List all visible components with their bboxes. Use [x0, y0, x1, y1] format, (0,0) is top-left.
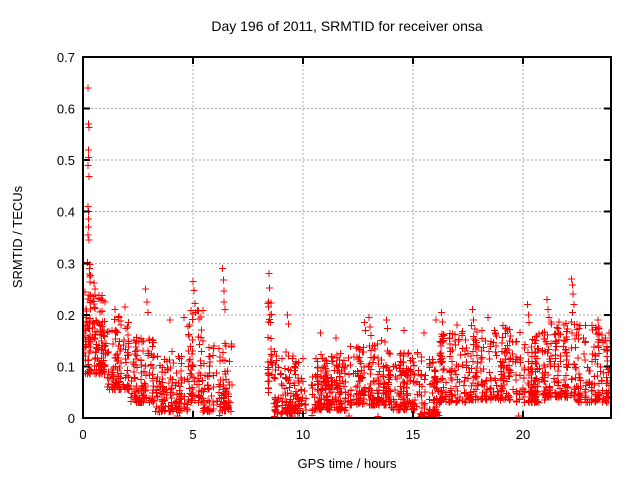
- y-tick-label: 0.4: [57, 205, 75, 220]
- y-tick-label: 0.5: [57, 153, 75, 168]
- data-points: [83, 84, 611, 418]
- y-tick-label: 0.7: [57, 50, 75, 65]
- x-tick-label: 10: [296, 427, 310, 442]
- chart-title: Day 196 of 2011, SRMTID for receiver ons…: [211, 18, 483, 34]
- y-axis-label: SRMTID / TECUs: [10, 185, 25, 288]
- x-tick-label: 0: [79, 427, 86, 442]
- x-tick-labels: 0 5 10 15 20: [79, 427, 530, 442]
- x-tick-label: 5: [189, 427, 196, 442]
- y-tick-label: 0.1: [57, 359, 75, 374]
- x-tick-label: 15: [406, 427, 420, 442]
- scatter-plus-markers: [83, 84, 611, 418]
- y-tick-label: 0.6: [57, 102, 75, 117]
- x-axis-label: GPS time / hours: [298, 456, 397, 471]
- x-tick-label: 20: [516, 427, 530, 442]
- y-tick-labels: 0 0.1 0.2 0.3 0.4 0.5 0.6 0.7: [57, 50, 75, 426]
- plot-border: [82, 56, 612, 419]
- y-tick-label: 0.3: [57, 256, 75, 271]
- y-tick-label: 0.2: [57, 308, 75, 323]
- y-tick-label: 0: [68, 411, 75, 426]
